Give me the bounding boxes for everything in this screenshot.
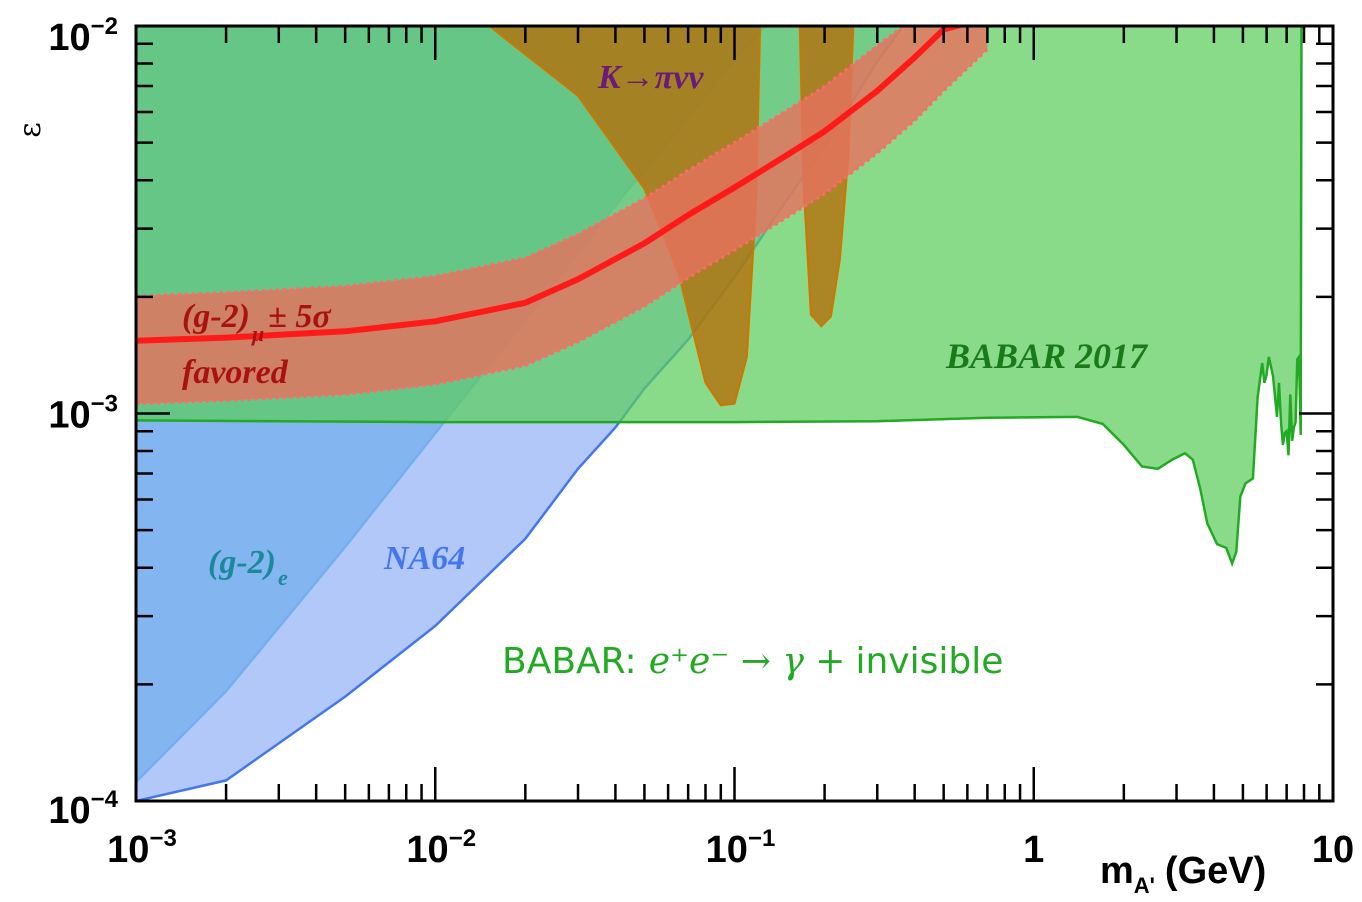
g2mu-band-lower-edge — [136, 48, 989, 406]
y-axis-title: ε — [13, 122, 48, 138]
x-axis-title-unit: (GeV) — [1165, 850, 1266, 892]
y-tick-label: 10−4 — [48, 786, 118, 832]
babar2017-text: BABAR 2017 — [945, 336, 1149, 376]
x-axis-title: mA' (GeV) — [1100, 850, 1266, 898]
g2mu-central-line — [136, 26, 969, 344]
g2mu-favored-label: favored — [182, 354, 289, 391]
babar-title-suffix: invisible — [855, 641, 1003, 682]
x-tick-label: 1 — [1023, 829, 1044, 871]
babar-process-title: BABAR: e⁺e⁻ → γ + invisible — [502, 641, 1003, 682]
g2mu-sub: μ — [251, 321, 264, 346]
babar-boundary — [136, 26, 1303, 568]
kpinunu-label: K→πνν — [597, 59, 704, 96]
x-tick-label: 10−3 — [107, 825, 177, 871]
babar2017-label: BABAR 2017 — [945, 336, 1149, 376]
y-tick-label: 10−2 — [48, 13, 118, 59]
x-tick-label: 10−2 — [406, 825, 476, 871]
x-tick-label: 10 — [1312, 829, 1354, 871]
axis-ticks — [134, 26, 1333, 803]
y-tick-label: 10−3 — [48, 391, 118, 437]
babar-title-prefix: BABAR: — [502, 641, 637, 682]
g2e-sub: e — [278, 565, 288, 590]
x-axis-title-main: m — [1100, 850, 1134, 892]
na64-label: NA64 — [383, 540, 465, 577]
x-tick-label: 10−1 — [706, 825, 776, 871]
g2e-label: (g-2)e — [208, 544, 288, 590]
g2mu-pm: ± 5σ — [268, 298, 332, 335]
g2mu-band — [136, 26, 988, 404]
x-axis-title-sub: A' — [1134, 873, 1155, 898]
exclusion-regions — [136, 26, 1303, 801]
babar-title-process: e⁺e⁻ → γ + — [649, 641, 846, 682]
g2mu-label: (g-2)μ ± 5σ — [182, 298, 332, 346]
